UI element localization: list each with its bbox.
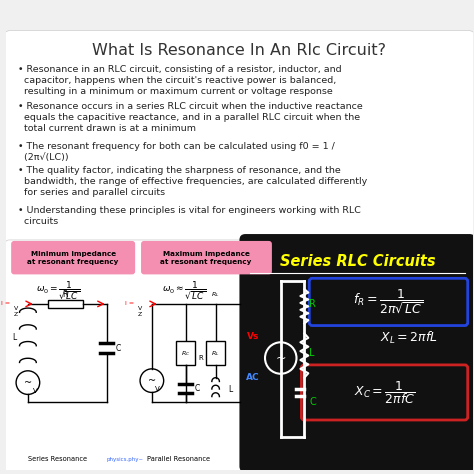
Text: • Resonance in an RLC circuit, consisting of a resistor, inductor, and
  capacit: • Resonance in an RLC circuit, consistin… xyxy=(18,65,342,96)
FancyBboxPatch shape xyxy=(301,365,468,420)
Text: V: V xyxy=(155,385,160,392)
Text: C: C xyxy=(194,384,200,393)
FancyBboxPatch shape xyxy=(239,234,474,472)
Text: Parallel Resonance: Parallel Resonance xyxy=(147,456,210,462)
Text: ~: ~ xyxy=(148,376,156,386)
FancyBboxPatch shape xyxy=(141,241,272,274)
Text: R: R xyxy=(198,355,203,361)
Text: $\omega_0 = \dfrac{1}{\sqrt{LC}}$: $\omega_0 = \dfrac{1}{\sqrt{LC}}$ xyxy=(36,279,80,301)
Text: ~: ~ xyxy=(275,352,286,365)
Text: $\omega_0 \approx \dfrac{1}{\sqrt{LC}}$: $\omega_0 \approx \dfrac{1}{\sqrt{LC}}$ xyxy=(162,279,206,301)
Text: $f_R = \dfrac{1}{2\pi\sqrt{LC}}$: $f_R = \dfrac{1}{2\pi\sqrt{LC}}$ xyxy=(353,288,424,316)
Text: I =: I = xyxy=(125,301,134,306)
Text: • Resonance occurs in a series RLC circuit when the inductive reactance
  equals: • Resonance occurs in a series RLC circu… xyxy=(18,102,363,133)
FancyBboxPatch shape xyxy=(310,278,468,326)
Text: $X_L = 2\pi f L$: $X_L = 2\pi f L$ xyxy=(380,330,438,346)
Text: What Is Resonance In An Rlc Circuit?: What Is Resonance In An Rlc Circuit? xyxy=(92,43,386,58)
Text: L: L xyxy=(310,348,315,358)
Text: L: L xyxy=(12,333,16,342)
Text: $R_L$: $R_L$ xyxy=(211,290,219,299)
Text: Series RLC Circuits: Series RLC Circuits xyxy=(280,254,435,269)
Text: R: R xyxy=(310,299,316,309)
Text: L: L xyxy=(228,384,233,393)
Text: Maximum impedance
at resonant frequency: Maximum impedance at resonant frequency xyxy=(160,251,252,264)
Text: Z: Z xyxy=(14,312,18,317)
FancyBboxPatch shape xyxy=(206,341,226,365)
FancyBboxPatch shape xyxy=(5,240,279,472)
Text: AC: AC xyxy=(246,373,259,382)
FancyBboxPatch shape xyxy=(176,341,195,365)
Text: $R_C$: $R_C$ xyxy=(181,349,190,357)
Text: Vs: Vs xyxy=(247,332,259,341)
Text: physics.phy~: physics.phy~ xyxy=(107,457,144,462)
Text: V: V xyxy=(14,306,18,311)
Text: ~: ~ xyxy=(24,378,32,388)
Text: Series Resonance: Series Resonance xyxy=(28,456,87,462)
Text: C: C xyxy=(310,397,316,407)
Text: I =: I = xyxy=(1,301,10,306)
Text: C: C xyxy=(116,344,121,353)
Text: R: R xyxy=(63,290,68,299)
FancyBboxPatch shape xyxy=(3,30,474,253)
Text: Minimum impedance
at resonant frequency: Minimum impedance at resonant frequency xyxy=(27,251,119,264)
Text: Z: Z xyxy=(138,312,142,317)
Text: $X_C = \dfrac{1}{2\pi f C}$: $X_C = \dfrac{1}{2\pi f C}$ xyxy=(354,379,415,406)
Text: V: V xyxy=(138,306,142,311)
Text: V: V xyxy=(33,388,37,393)
Text: • The resonant frequency for both can be calculated using f0 = 1 /
  (2π√(LC)): • The resonant frequency for both can be… xyxy=(18,142,335,162)
FancyBboxPatch shape xyxy=(11,241,135,274)
FancyBboxPatch shape xyxy=(47,300,83,308)
Text: • Understanding these principles is vital for engineers working with RLC
  circu: • Understanding these principles is vita… xyxy=(18,206,361,226)
Text: $R_L$: $R_L$ xyxy=(211,349,220,357)
Text: • The quality factor, indicating the sharpness of resonance, and the
  bandwidth: • The quality factor, indicating the sha… xyxy=(18,166,367,197)
